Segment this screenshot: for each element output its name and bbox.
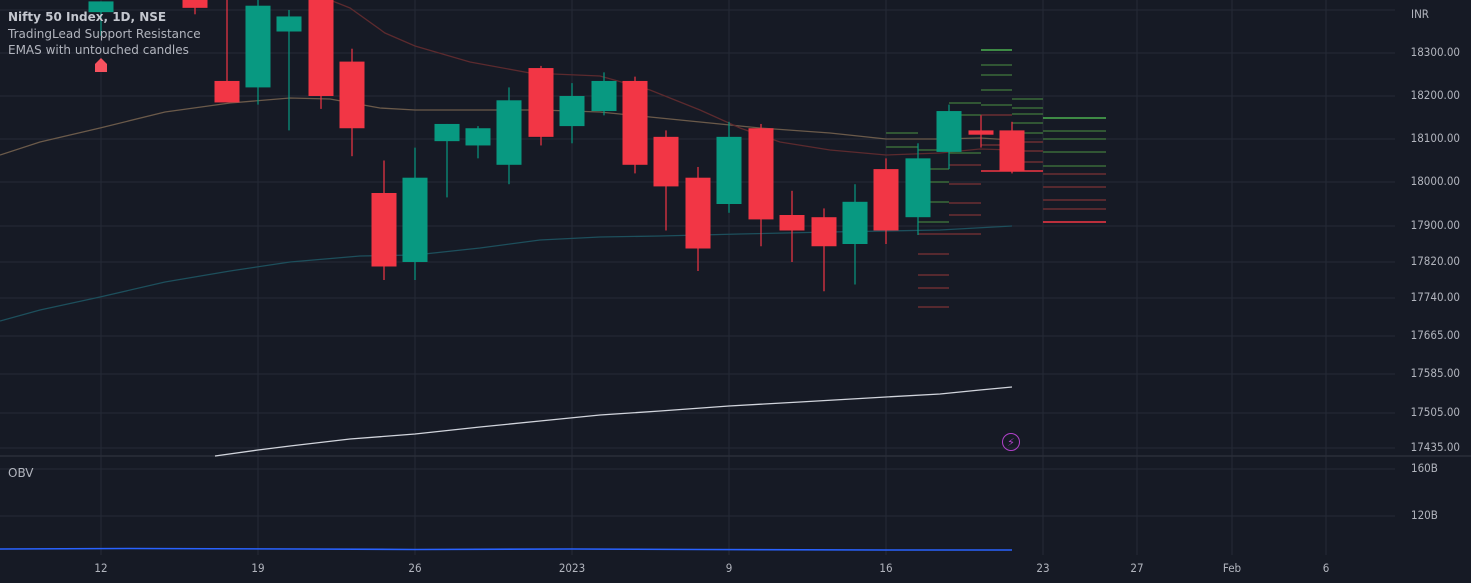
price-tick-label: 17505.00 — [1410, 405, 1460, 419]
candle — [622, 76, 648, 174]
candle — [653, 130, 679, 231]
price-tick-label: 18000.00 — [1410, 174, 1460, 188]
obv-tick-label: 120B — [1411, 508, 1438, 522]
candle — [465, 126, 491, 159]
price-tick-label: 17900.00 — [1410, 218, 1460, 232]
chart-grid — [0, 0, 1395, 555]
price-tick-label: 18300.00 — [1410, 45, 1460, 59]
indicator-label-emas[interactable]: EMAS with untouched candles — [8, 43, 189, 57]
candle — [88, 1, 114, 36]
time-tick-label: 26 — [408, 561, 422, 575]
time-tick-label: 9 — [725, 561, 733, 575]
time-tick-label: Feb — [1222, 561, 1242, 575]
candle — [716, 121, 742, 213]
candle — [905, 143, 931, 235]
time-tick-label: 23 — [1036, 561, 1050, 575]
candle — [779, 190, 805, 262]
lightning-signal-icon[interactable]: ⚡ — [1002, 433, 1020, 451]
candle — [811, 208, 837, 292]
price-tick-label: 17435.00 — [1410, 440, 1460, 454]
candle — [999, 121, 1025, 174]
price-tick-label: 18200.00 — [1410, 88, 1460, 102]
time-tick-label: 6 — [1322, 561, 1330, 575]
candle — [182, 0, 208, 15]
time-tick-label: 12 — [94, 561, 108, 575]
time-tick-label: 2023 — [558, 561, 586, 575]
obv-pane-label[interactable]: OBV — [8, 466, 34, 480]
candle — [245, 0, 271, 105]
candle — [276, 10, 302, 131]
support-resistance-levels — [886, 49, 1106, 308]
candle — [685, 166, 711, 271]
price-tick-label: 18100.00 — [1410, 131, 1460, 145]
candle — [936, 104, 962, 170]
obv-line — [0, 547, 1012, 551]
lightning-glyph: ⚡ — [1007, 435, 1015, 449]
candle — [559, 83, 585, 144]
currency-label: INR — [1411, 7, 1429, 21]
time-tick-label: 19 — [251, 561, 265, 575]
candle — [308, 0, 334, 109]
candle — [434, 123, 460, 198]
price-tick-label: 17665.00 — [1410, 328, 1460, 342]
candle — [873, 158, 899, 244]
candle — [748, 123, 774, 247]
candle — [339, 48, 365, 157]
candle — [402, 147, 428, 280]
candle — [842, 184, 868, 285]
candle — [371, 160, 397, 280]
price-tick-label: 17820.00 — [1410, 254, 1460, 268]
obv-tick-label: 160B — [1411, 461, 1438, 475]
candle — [528, 65, 554, 146]
candle — [214, 0, 240, 103]
candle — [968, 115, 994, 148]
symbol-title[interactable]: Nifty 50 Index, 1D, NSE — [8, 10, 167, 24]
chart-legend: Nifty 50 Index, 1D, NSE TradingLead Supp… — [8, 9, 201, 59]
candle — [591, 72, 617, 116]
price-tick-label: 17740.00 — [1410, 290, 1460, 304]
candlestick-series — [88, 0, 1025, 292]
indicator-label-support-resistance[interactable]: TradingLead Support Resistance — [8, 26, 201, 41]
candle — [496, 87, 522, 185]
ema-line — [214, 386, 1013, 457]
price-tick-label: 17585.00 — [1410, 366, 1460, 380]
ema-line — [329, 0, 1013, 156]
arrow-up-marker-icon — [95, 58, 107, 72]
time-tick-label: 16 — [879, 561, 893, 575]
time-tick-label: 27 — [1130, 561, 1144, 575]
